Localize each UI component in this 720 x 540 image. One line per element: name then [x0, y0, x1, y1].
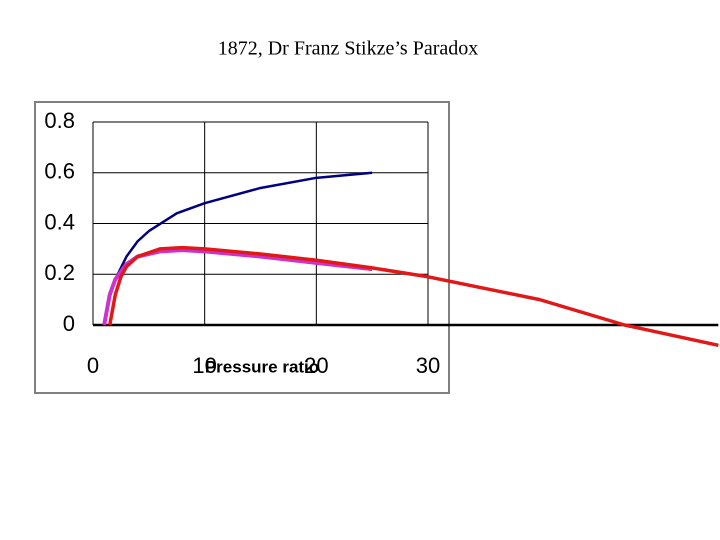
x-tick-label: 10 [192, 353, 216, 378]
x-axis-label: Pressure ratio [205, 357, 319, 376]
y-tick-label: 0.2 [44, 260, 75, 285]
chart-title: 1872, Dr Franz Stikze’s Paradox [218, 38, 479, 60]
x-tick-label: 0 [87, 353, 99, 378]
y-tick-label: 0.8 [44, 108, 75, 133]
x-tick-label: 20 [304, 353, 328, 378]
x-tick-label: 30 [416, 353, 440, 378]
series-line [102, 248, 373, 326]
y-tick-label: 0 [63, 311, 75, 336]
y-tick-label: 0.6 [44, 159, 75, 184]
chart-frame [34, 101, 450, 394]
y-tick-label: 0.4 [44, 209, 75, 234]
series-line [108, 245, 719, 348]
